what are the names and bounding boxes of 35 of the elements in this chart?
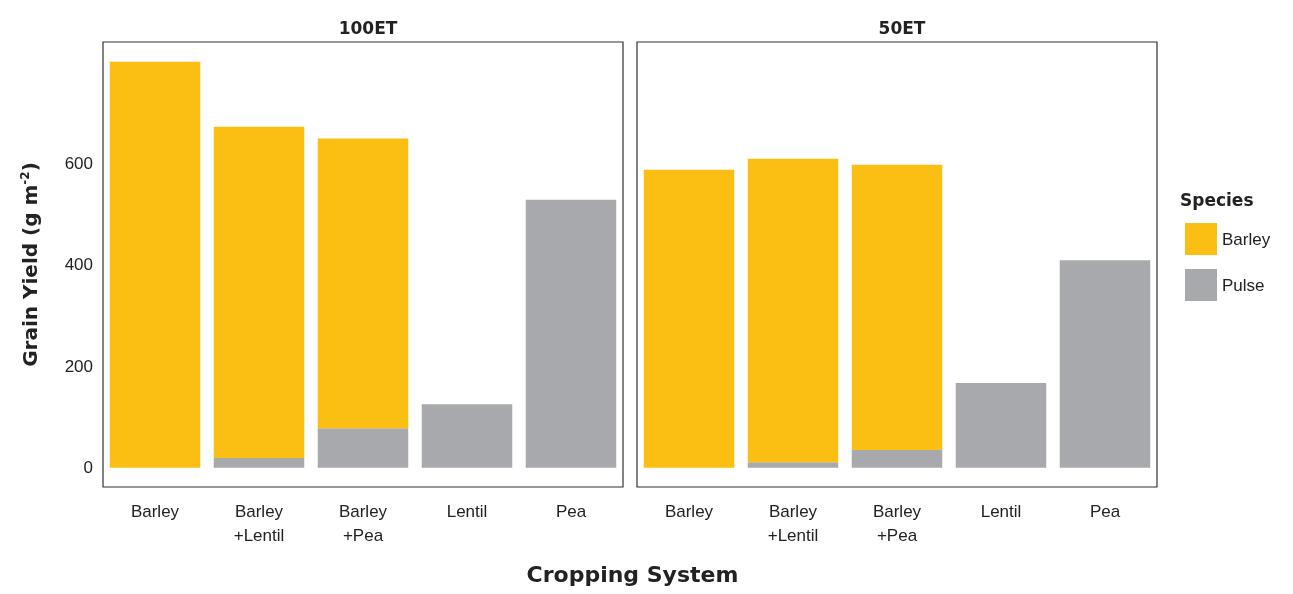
chart-title: 50ET (878, 17, 926, 38)
y-tick-label: 600 (64, 153, 93, 173)
bar (643, 169, 735, 468)
bar (851, 449, 943, 468)
y-axis-title: Grain Yield (g m-2) (18, 162, 42, 367)
x-tick-label: Pea (1089, 501, 1121, 521)
x-tick-label: Lentil (980, 501, 1022, 521)
legend-label: Pulse (1222, 275, 1265, 295)
bar (525, 199, 617, 468)
bar (421, 404, 513, 468)
bar (747, 462, 839, 468)
x-tick-label: Barley +Lentil (233, 501, 285, 545)
bar (317, 138, 409, 429)
bar (1059, 260, 1151, 468)
chart-title: 100ET (338, 17, 398, 38)
legend-label: Barley (1222, 229, 1271, 249)
x-tick-label: Pea (555, 501, 587, 521)
bar (109, 61, 201, 468)
legend-title: Species (1180, 189, 1254, 210)
y-tick-label: 0 (83, 458, 93, 478)
x-tick-label: Barley +Pea (872, 501, 922, 545)
x-axis-title: Cropping System (525, 562, 740, 587)
x-tick-label: Barley (664, 501, 714, 521)
bar (955, 382, 1047, 468)
y-tick-label: 400 (64, 255, 93, 275)
x-tick-label: Barley +Lentil (767, 501, 819, 545)
bar (213, 126, 305, 459)
bar (213, 458, 305, 468)
x-tick-label: Barley +Pea (338, 501, 388, 545)
bar (851, 164, 943, 450)
x-tick-label: Barley (130, 501, 180, 521)
bar (317, 428, 409, 468)
bar (747, 158, 839, 463)
y-tick-label: 200 (64, 356, 93, 376)
x-tick-label: Lentil (446, 501, 488, 521)
